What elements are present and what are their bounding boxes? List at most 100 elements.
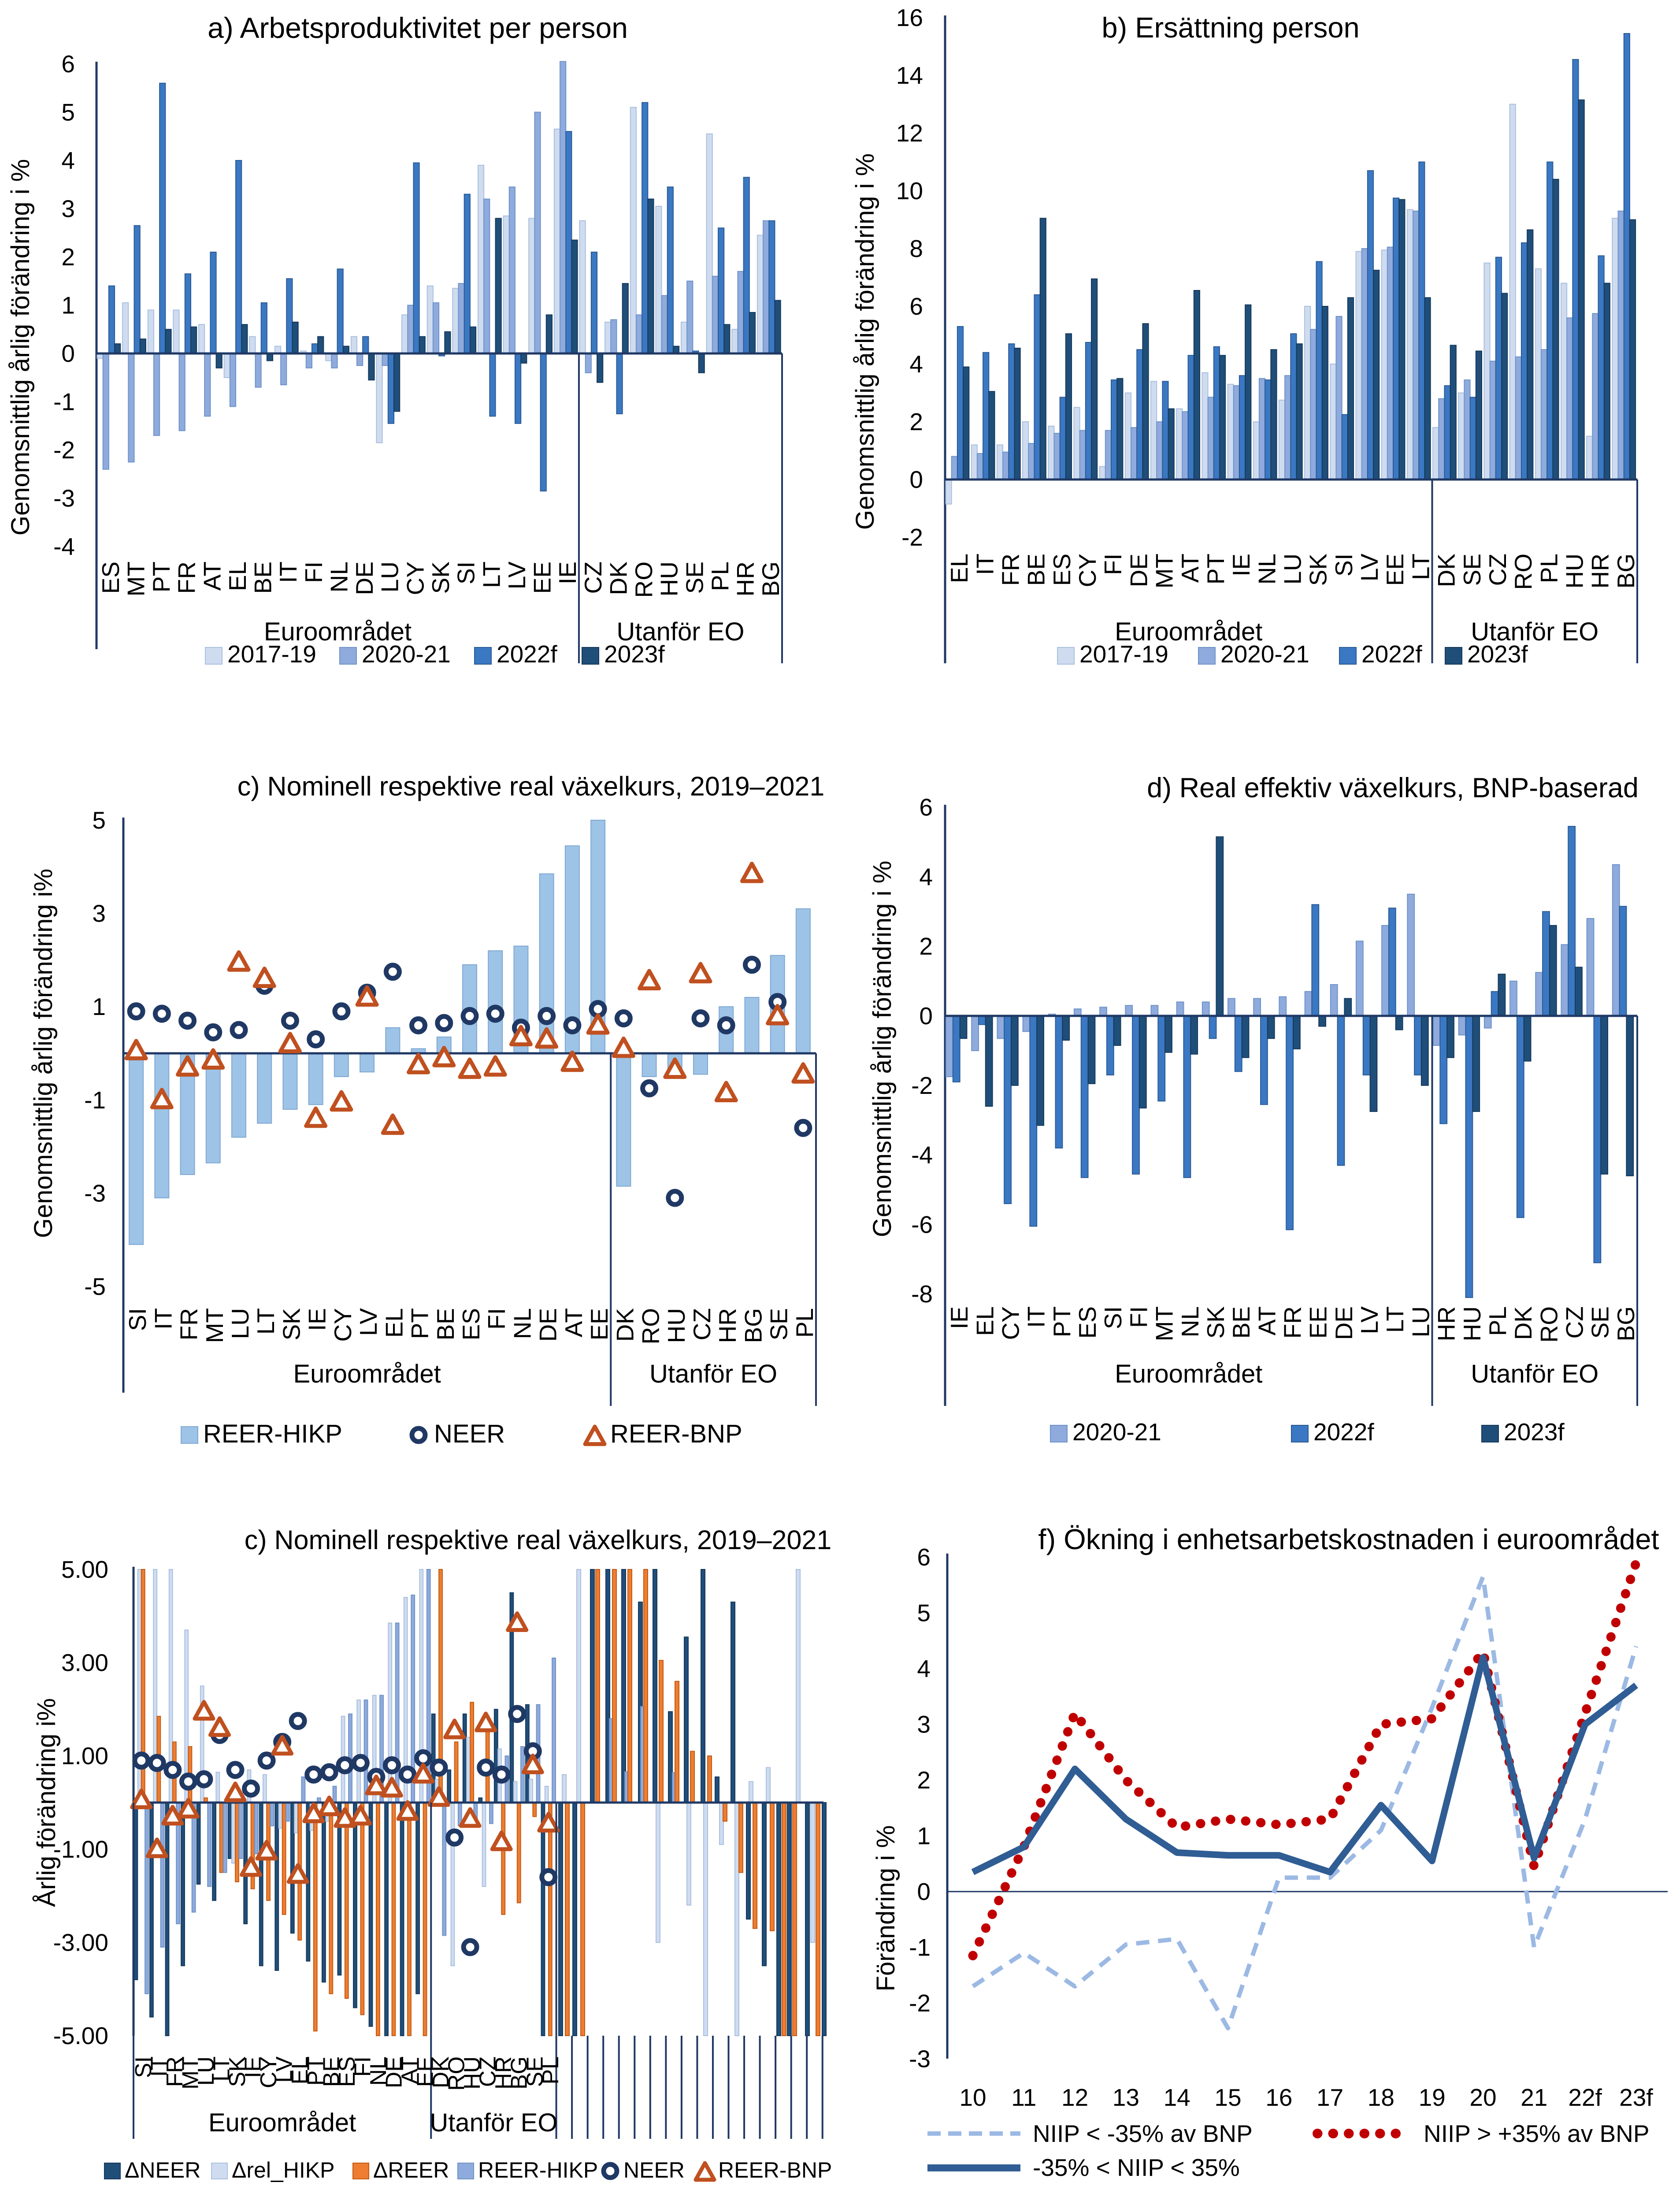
svg-text:AT: AT bbox=[198, 561, 226, 591]
svg-text:4: 4 bbox=[909, 350, 923, 378]
svg-text:BG: BG bbox=[739, 1308, 767, 1343]
svg-text:CY: CY bbox=[256, 2056, 282, 2088]
svg-text:AT: AT bbox=[1253, 1306, 1280, 1335]
svg-text:6: 6 bbox=[919, 794, 933, 821]
svg-text:LV: LV bbox=[272, 2056, 297, 2083]
svg-text:HR: HR bbox=[1587, 554, 1614, 588]
svg-text:REER-HIKP: REER-HIKP bbox=[478, 2158, 598, 2182]
svg-text:BE: BE bbox=[1023, 554, 1050, 586]
svg-text:Utanför EO: Utanför EO bbox=[649, 1360, 777, 1388]
svg-text:RO: RO bbox=[444, 2056, 470, 2091]
svg-text:c) Nominell respektive real vä: c) Nominell respektive real växelkurs, 2… bbox=[245, 1525, 832, 1555]
svg-text:0: 0 bbox=[919, 1002, 933, 1030]
svg-text:Utanför EO: Utanför EO bbox=[616, 617, 744, 646]
svg-text:EL: EL bbox=[224, 561, 251, 591]
svg-text:SE: SE bbox=[522, 2056, 548, 2087]
svg-text:16: 16 bbox=[1265, 2084, 1292, 2111]
svg-text:PL: PL bbox=[706, 561, 734, 591]
svg-text:FI: FI bbox=[350, 2056, 375, 2077]
svg-text:c) Nominell respektive real vä: c) Nominell respektive real växelkurs, 2… bbox=[237, 771, 825, 801]
svg-text:b) Ersättning person: b) Ersättning person bbox=[1101, 11, 1359, 44]
svg-text:CZ: CZ bbox=[1484, 554, 1511, 586]
svg-text:-2: -2 bbox=[911, 1072, 933, 1099]
svg-text:12: 12 bbox=[896, 119, 923, 147]
svg-text:0: 0 bbox=[917, 1878, 931, 1905]
svg-text:-5.00: -5.00 bbox=[53, 2022, 108, 2049]
svg-text:20: 20 bbox=[1469, 2084, 1496, 2111]
svg-text:13: 13 bbox=[1113, 2084, 1139, 2111]
svg-text:DK: DK bbox=[1433, 554, 1460, 587]
svg-text:LT: LT bbox=[478, 561, 505, 588]
svg-text:DK: DK bbox=[428, 2056, 454, 2089]
svg-text:LV: LV bbox=[355, 1308, 382, 1336]
svg-text:SK: SK bbox=[427, 561, 454, 594]
svg-text:BG: BG bbox=[507, 2056, 532, 2089]
svg-text:FR: FR bbox=[1279, 1306, 1306, 1338]
svg-text:HR: HR bbox=[1433, 1306, 1460, 1341]
svg-text:EE: EE bbox=[1305, 1306, 1332, 1338]
svg-text:5: 5 bbox=[61, 99, 75, 126]
svg-text:ΔNEER: ΔNEER bbox=[125, 2158, 200, 2182]
svg-text:REER-HIKP: REER-HIKP bbox=[203, 1420, 342, 1448]
svg-text:MT: MT bbox=[122, 561, 149, 596]
svg-text:PT: PT bbox=[148, 561, 175, 592]
svg-text:4: 4 bbox=[919, 863, 933, 890]
svg-text:Förändring i %: Förändring i % bbox=[872, 1825, 900, 1991]
svg-text:LT: LT bbox=[252, 1308, 279, 1335]
svg-text:11: 11 bbox=[1011, 2084, 1036, 2111]
svg-text:SK: SK bbox=[225, 2056, 250, 2087]
svg-text:Genomsnittlig årlig förändring: Genomsnittlig årlig förändring i % bbox=[851, 153, 879, 530]
svg-text:NEER: NEER bbox=[434, 1420, 505, 1448]
svg-text:IE: IE bbox=[241, 2056, 266, 2078]
svg-text:-3.00: -3.00 bbox=[53, 1929, 108, 1956]
svg-text:CZ: CZ bbox=[475, 2056, 501, 2087]
svg-text:Genomsnittlig årlig förändring: Genomsnittlig årlig förändring i % bbox=[6, 159, 35, 535]
svg-text:DK: DK bbox=[611, 1308, 638, 1342]
svg-text:PL: PL bbox=[538, 2056, 564, 2085]
svg-text:23f: 23f bbox=[1619, 2084, 1653, 2111]
svg-text:SE: SE bbox=[681, 561, 708, 594]
svg-text:DE: DE bbox=[1330, 1306, 1357, 1340]
svg-text:HU: HU bbox=[1458, 1306, 1486, 1341]
svg-text:-3: -3 bbox=[909, 2045, 931, 2073]
svg-text:PL: PL bbox=[1484, 1306, 1511, 1336]
svg-text:2023f: 2023f bbox=[1467, 640, 1528, 668]
svg-text:EL: EL bbox=[287, 2056, 313, 2085]
svg-text:PL: PL bbox=[1535, 554, 1562, 583]
svg-text:FR: FR bbox=[175, 1308, 203, 1340]
svg-text:Euroområdet: Euroområdet bbox=[1115, 1360, 1262, 1388]
svg-text:Euroområdet: Euroområdet bbox=[208, 2108, 356, 2137]
svg-text:PT: PT bbox=[303, 2056, 329, 2085]
svg-text:4: 4 bbox=[61, 147, 75, 174]
svg-text:Utanför EO: Utanför EO bbox=[1471, 1360, 1598, 1388]
svg-text:IE: IE bbox=[554, 561, 581, 584]
svg-text:Euroområdet: Euroområdet bbox=[293, 1360, 441, 1388]
svg-text:2: 2 bbox=[919, 933, 933, 960]
svg-text:SI: SI bbox=[452, 561, 480, 584]
svg-text:2020-21: 2020-21 bbox=[362, 640, 451, 668]
svg-text:19: 19 bbox=[1419, 2084, 1446, 2111]
svg-text:1: 1 bbox=[917, 1822, 931, 1850]
svg-text:HU: HU bbox=[460, 2056, 485, 2089]
svg-text:CY: CY bbox=[329, 1308, 356, 1342]
svg-text:-2: -2 bbox=[901, 524, 923, 551]
svg-text:a) Arbetsproduktivitet per per: a) Arbetsproduktivitet per person bbox=[208, 11, 628, 44]
svg-text:14: 14 bbox=[1164, 2084, 1190, 2111]
svg-text:FI: FI bbox=[1099, 554, 1127, 575]
svg-text:1.00: 1.00 bbox=[61, 1742, 108, 1769]
svg-text:REER-BNP: REER-BNP bbox=[610, 1420, 742, 1448]
svg-text:SE: SE bbox=[1458, 554, 1486, 586]
svg-text:CY: CY bbox=[401, 561, 429, 595]
svg-text:5: 5 bbox=[917, 1599, 931, 1627]
svg-text:DE: DE bbox=[381, 2056, 407, 2088]
svg-text:Euroområdet: Euroområdet bbox=[1115, 617, 1262, 646]
svg-text:MT: MT bbox=[1151, 554, 1178, 588]
svg-text:LU: LU bbox=[193, 2056, 219, 2085]
svg-text:2023f: 2023f bbox=[1504, 1418, 1565, 1446]
svg-text:Euroområdet: Euroområdet bbox=[264, 617, 412, 646]
svg-text:BE: BE bbox=[1228, 1306, 1255, 1338]
svg-text:EL: EL bbox=[380, 1308, 408, 1338]
svg-text:10: 10 bbox=[896, 177, 923, 204]
svg-text:-35% < NIIP < 35%: -35% < NIIP < 35% bbox=[1033, 2154, 1240, 2181]
svg-text:1: 1 bbox=[61, 292, 75, 319]
